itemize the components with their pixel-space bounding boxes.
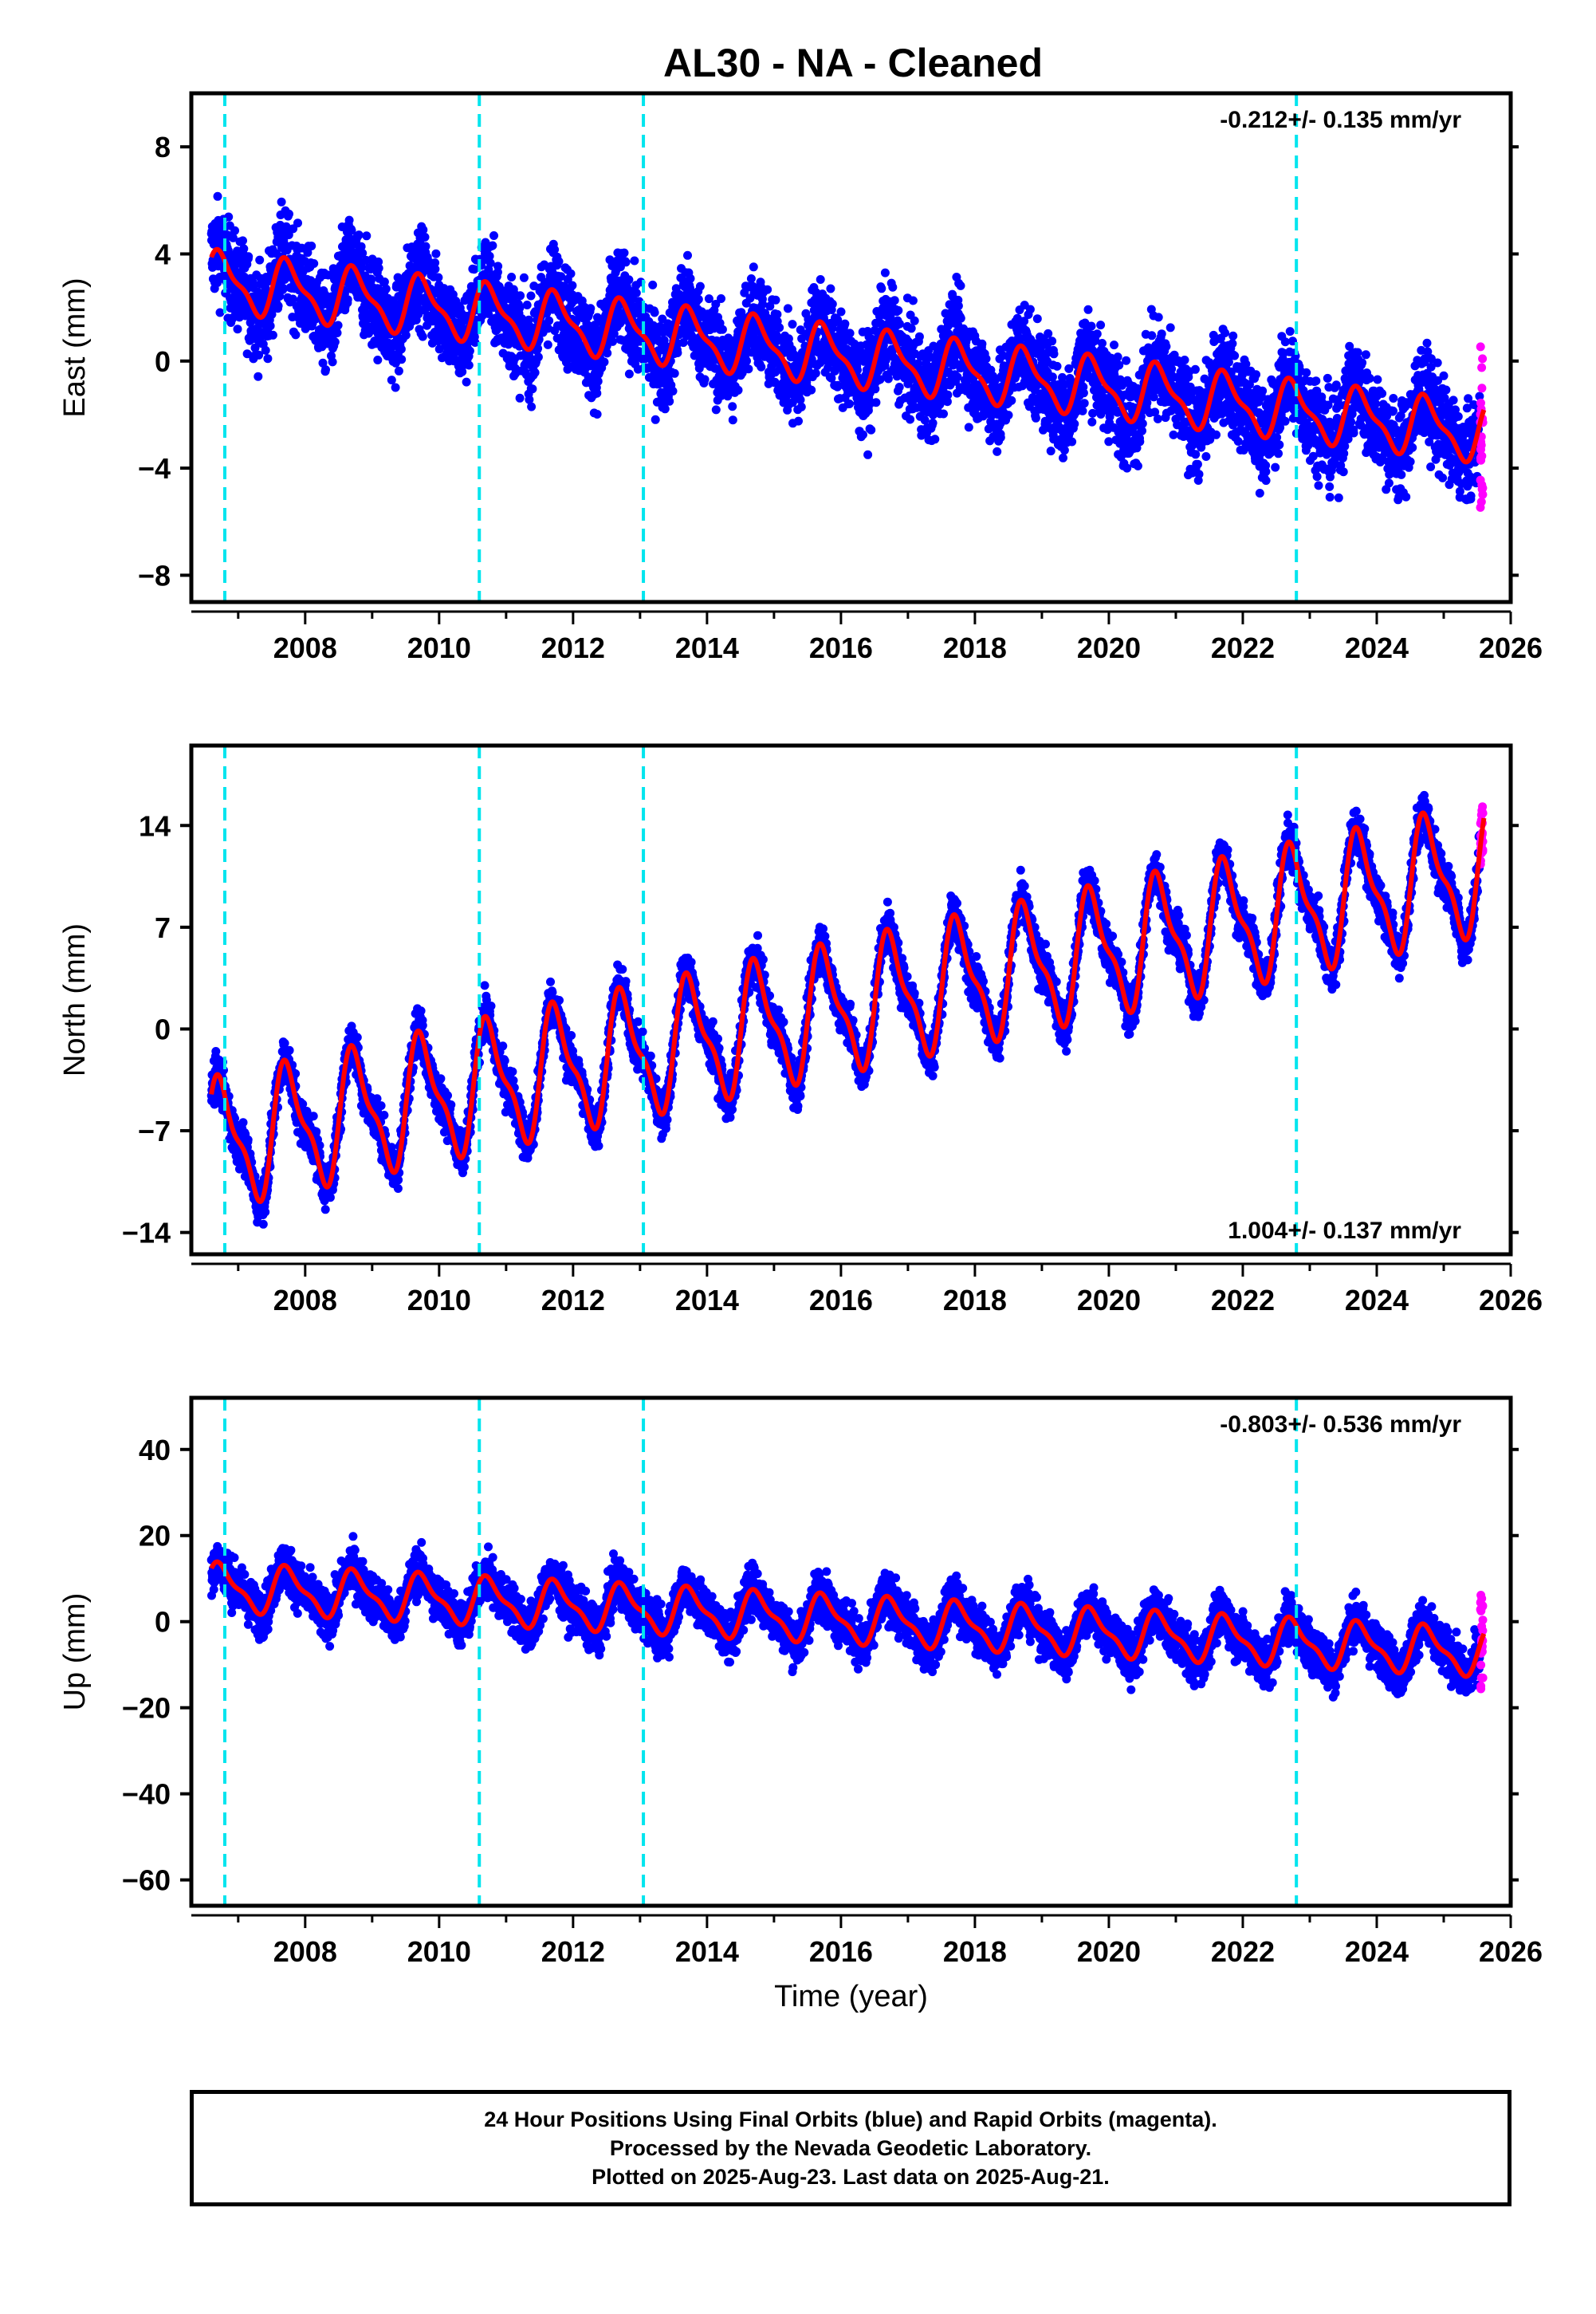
footer-line-1: 24 Hour Positions Using Final Orbits (bl… [484, 2107, 1217, 2131]
y-tick-label: −60 [122, 1864, 171, 1897]
y-tick-label: −20 [122, 1692, 171, 1725]
y-tick-label: 40 [139, 1434, 171, 1466]
rate-label: 1.004+/- 0.137 mm/yr [1228, 1218, 1461, 1244]
y-tick-label: 7 [155, 911, 171, 944]
y-tick-label: 0 [155, 1013, 171, 1045]
y-tick-label: −40 [122, 1778, 171, 1811]
y-tick-label: 20 [139, 1520, 171, 1553]
rate-label: -0.803+/- 0.536 mm/yr [1220, 1411, 1461, 1438]
final-orbit-points [206, 790, 1484, 1229]
x-tick-label: 2016 [809, 1284, 873, 1316]
plot-frame [189, 91, 1513, 604]
x-tick-label: 2020 [1077, 1935, 1141, 1968]
x-tick-label: 2016 [809, 632, 873, 664]
y-tick-label: −7 [138, 1115, 171, 1147]
footer-line-2: Processed by the Nevada Geodetic Laborat… [609, 2136, 1092, 2160]
x-tick-label: 2010 [407, 1284, 471, 1316]
model-fit-line [209, 810, 1487, 1204]
rapid-orbit-point [1476, 1673, 1486, 1682]
x-tick-label: 2018 [943, 1284, 1007, 1316]
model-fit-line [209, 1559, 1487, 1679]
x-tick-label: 2022 [1211, 632, 1275, 664]
x-tick-label: 2008 [273, 632, 337, 664]
rapid-orbit-point [1476, 453, 1485, 462]
x-tick-label: 2008 [273, 1935, 337, 1968]
y-tick-label: 4 [155, 238, 171, 270]
rapid-orbit-point [1477, 384, 1487, 393]
x-tick-label: 2018 [943, 1935, 1007, 1968]
rapid-orbit-point [1478, 1615, 1488, 1625]
panel-3: −60 −40 −20 0 20 40 2008 2010 2012 2014 2016 2018 20… [58, 1395, 1543, 2013]
final-orbit-dots [206, 790, 1484, 1229]
final-orbit-points [206, 191, 1484, 505]
x-tick-label: 2014 [675, 1284, 739, 1316]
x-tick-label: 2008 [273, 1284, 337, 1316]
x-tick-label: 2024 [1345, 632, 1409, 664]
x-tick-label: 2010 [407, 1935, 471, 1968]
footer-box: 24 Hour Positions Using Final Orbits (bl… [190, 2090, 1511, 2206]
x-tick-label: 2018 [943, 632, 1007, 664]
panel-2: −14 −7 0 7 14 2008 2010 2012 2014 2016 2018 2020 202… [58, 743, 1543, 1316]
footer-line-3: Plotted on 2025-Aug-23. Last data on 202… [592, 2165, 1110, 2189]
rapid-orbit-point [1476, 445, 1485, 455]
x-tick-label: 2022 [1211, 1284, 1275, 1316]
rapid-orbit-point [1477, 363, 1487, 372]
x-tick-label: 2026 [1479, 632, 1543, 664]
rapid-orbit-point [1476, 342, 1485, 352]
plot-frame [189, 1395, 1513, 1908]
rapid-orbit-point [1478, 490, 1488, 499]
rate-label: -0.212+/- 0.135 mm/yr [1220, 107, 1461, 133]
x-tick-label: 2014 [675, 1935, 739, 1968]
x-tick-label: 2012 [541, 1935, 605, 1968]
rapid-orbit-point [1476, 437, 1486, 447]
plot-frame [189, 743, 1513, 1257]
x-tick-label: 2014 [675, 632, 739, 664]
y-tick-label: 8 [155, 131, 171, 163]
rapid-orbit-point [1476, 1591, 1486, 1600]
y-axis-label: Up (mm) [58, 1593, 92, 1711]
x-tick-label: 2012 [541, 632, 605, 664]
y-axis-label: North (mm) [58, 923, 92, 1076]
panel-1: −8 −4 0 4 8 2008 2010 2012 2014 2016 2018 2020 2022 2… [58, 91, 1543, 664]
final-orbit-dots [206, 191, 1484, 505]
x-tick-label: 2024 [1345, 1284, 1409, 1316]
x-tick-label: 2020 [1077, 1284, 1141, 1316]
x-tick-label: 2026 [1479, 1284, 1543, 1316]
x-tick-label: 2026 [1479, 1935, 1543, 1968]
rapid-orbit-point [1477, 480, 1487, 490]
y-tick-label: 0 [155, 345, 171, 378]
y-tick-label: −14 [122, 1217, 171, 1249]
y-tick-label: 14 [139, 809, 171, 842]
rapid-orbit-point [1478, 809, 1488, 818]
x-tick-label: 2012 [541, 1284, 605, 1316]
rapid-orbit-point [1476, 1604, 1485, 1614]
x-tick-label: 2020 [1077, 632, 1141, 664]
y-tick-label: −8 [138, 559, 171, 592]
y-tick-label: −4 [138, 452, 171, 485]
rapid-orbit-point [1478, 354, 1488, 364]
rapid-orbit-point [1476, 502, 1485, 512]
rapid-orbit-point [1476, 1682, 1486, 1690]
x-tick-label: 2016 [809, 1935, 873, 1968]
rapid-orbit-point [1476, 1660, 1486, 1670]
y-axis-label: East (mm) [58, 277, 92, 417]
x-tick-label: 2024 [1345, 1935, 1409, 1968]
x-tick-label: 2022 [1211, 1935, 1275, 1968]
x-axis-label: Time (year) [774, 1980, 928, 2013]
chart-title: AL30 - NA - Cleaned [663, 41, 1043, 85]
y-tick-label: 0 [155, 1606, 171, 1639]
x-tick-label: 2010 [407, 632, 471, 664]
rapid-orbit-point [1478, 802, 1488, 812]
rapid-orbit-point [1476, 398, 1485, 407]
model-fit-line [209, 246, 1487, 465]
